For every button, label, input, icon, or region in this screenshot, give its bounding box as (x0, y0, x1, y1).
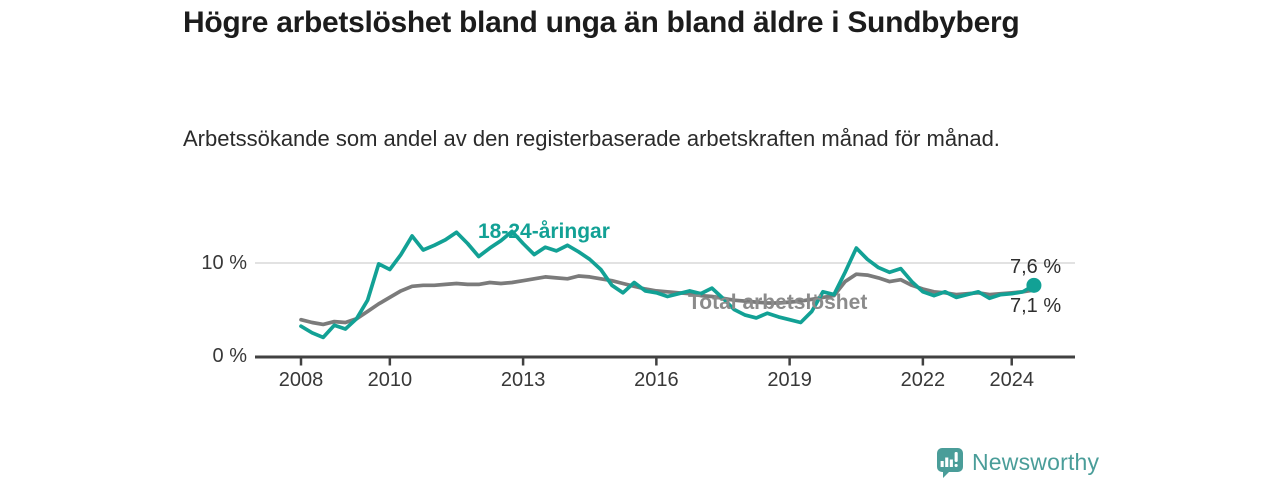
page-title: Högre arbetslöshet bland unga än bland ä… (183, 6, 1020, 39)
newsworthy-logo: Newsworthy (936, 446, 1099, 478)
end-value-label-total: 7,1 % (1010, 295, 1062, 317)
chart-subtitle: Arbetssökande som andel av den registerb… (183, 126, 1000, 151)
y-tick-label: 0 % (212, 345, 247, 367)
x-tick-label: 2016 (634, 369, 679, 391)
bar-chart-speech-bubble-icon (937, 447, 963, 478)
x-tick-label: 2010 (367, 369, 413, 391)
x-tick-label: 2022 (900, 369, 946, 391)
x-tick-label: 2008 (278, 369, 324, 391)
newsworthy-logo-text: Newsworthy (972, 449, 1100, 475)
x-tick-label: 2024 (989, 369, 1034, 391)
series-line-total (299, 272, 1036, 327)
end-value-label-young: 7,6 % (1010, 256, 1062, 278)
series-line-young (299, 229, 1036, 340)
x-tick-label: 2013 (500, 369, 546, 391)
y-tick-label: 10 % (201, 252, 247, 274)
series-label-total: Total arbetslöshet (688, 291, 868, 314)
series-label-young: 18-24-åringar (478, 220, 610, 243)
x-tick-label: 2019 (767, 369, 812, 391)
series-end-dot (1026, 277, 1042, 293)
